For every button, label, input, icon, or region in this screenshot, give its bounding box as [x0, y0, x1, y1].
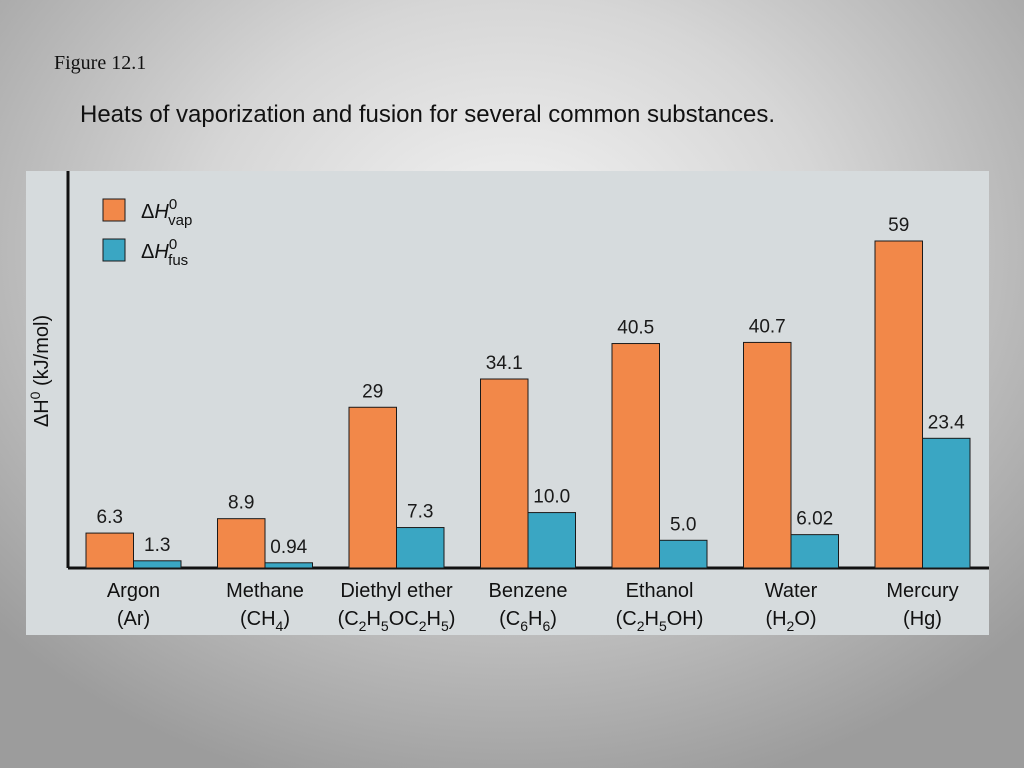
category-formula-5: (H2O)	[765, 608, 816, 634]
category-formula-4: (C2H5OH)	[616, 608, 704, 634]
bar-vap-5	[743, 341, 792, 569]
bar-chart: ΔH0 (kJ/mol) 6.3 1.3 Argon (Ar) 8.9 0.94 Methan…	[27, 171, 989, 634]
category-name-6: Mercury	[886, 580, 958, 602]
category-name-0: Argon	[107, 580, 160, 602]
category-formula-6: (Hg)	[903, 608, 942, 630]
data-label-vap-0: 6.3	[97, 507, 123, 528]
legend-swatch-vap	[102, 198, 126, 222]
data-label-fus-4: 5.0	[670, 514, 696, 535]
data-label-vap-2: 29	[362, 381, 383, 402]
data-label-vap-4: 40.5	[617, 318, 654, 339]
bar-fus-2	[396, 527, 445, 569]
bar-fus-3	[527, 512, 576, 569]
category-name-2: Diethyl ether	[340, 580, 453, 602]
data-label-fus-6: 23.4	[928, 412, 965, 433]
category-formula-0: (Ar)	[117, 608, 150, 630]
category-formula-1: (CH4)	[240, 608, 290, 634]
bar-vap-6	[874, 240, 923, 569]
bar-vap-4	[611, 343, 660, 569]
data-label-fus-1: 0.94	[270, 537, 307, 558]
bar-fus-5	[790, 534, 839, 569]
category-formula-3: (C6H6)	[499, 608, 557, 634]
category-name-3: Benzene	[489, 580, 568, 602]
bar-vap-1	[217, 518, 266, 569]
data-label-vap-6: 59	[888, 215, 909, 236]
data-label-fus-0: 1.3	[144, 535, 170, 556]
y-axis-label: ΔH0 (kJ/mol)	[27, 315, 53, 427]
data-label-vap-3: 34.1	[486, 353, 523, 374]
bar-vap-0	[85, 532, 134, 569]
bar-fus-0	[133, 560, 182, 569]
figure-label: Figure 12.1	[54, 52, 147, 74]
category-name-1: Methane	[226, 580, 304, 602]
bar-fus-4	[659, 539, 708, 569]
data-label-fus-3: 10.0	[533, 487, 570, 508]
chart-panel: ΔH0 (kJ/mol) 6.3 1.3 Argon (Ar) 8.9 0.94 Methan…	[26, 171, 989, 635]
legend-swatch-fus	[102, 238, 126, 262]
bar-vap-3	[480, 378, 529, 569]
data-label-vap-5: 40.7	[749, 316, 786, 337]
data-label-vap-1: 8.9	[228, 493, 254, 514]
bar-fus-6	[922, 437, 971, 569]
category-name-4: Ethanol	[626, 580, 694, 602]
legend-label-fus: ΔH0 fus	[141, 236, 188, 269]
legend-label-vap: ΔH0 vap	[141, 196, 192, 229]
bar-fus-1	[264, 562, 313, 569]
slide-title: Heats of vaporization and fusion for sev…	[80, 101, 776, 128]
data-label-fus-5: 6.02	[796, 509, 833, 530]
category-name-5: Water	[765, 580, 818, 602]
bar-vap-2	[348, 406, 397, 569]
category-formula-2: (C2H5OC2H5)	[338, 608, 456, 634]
data-label-fus-2: 7.3	[407, 502, 433, 523]
